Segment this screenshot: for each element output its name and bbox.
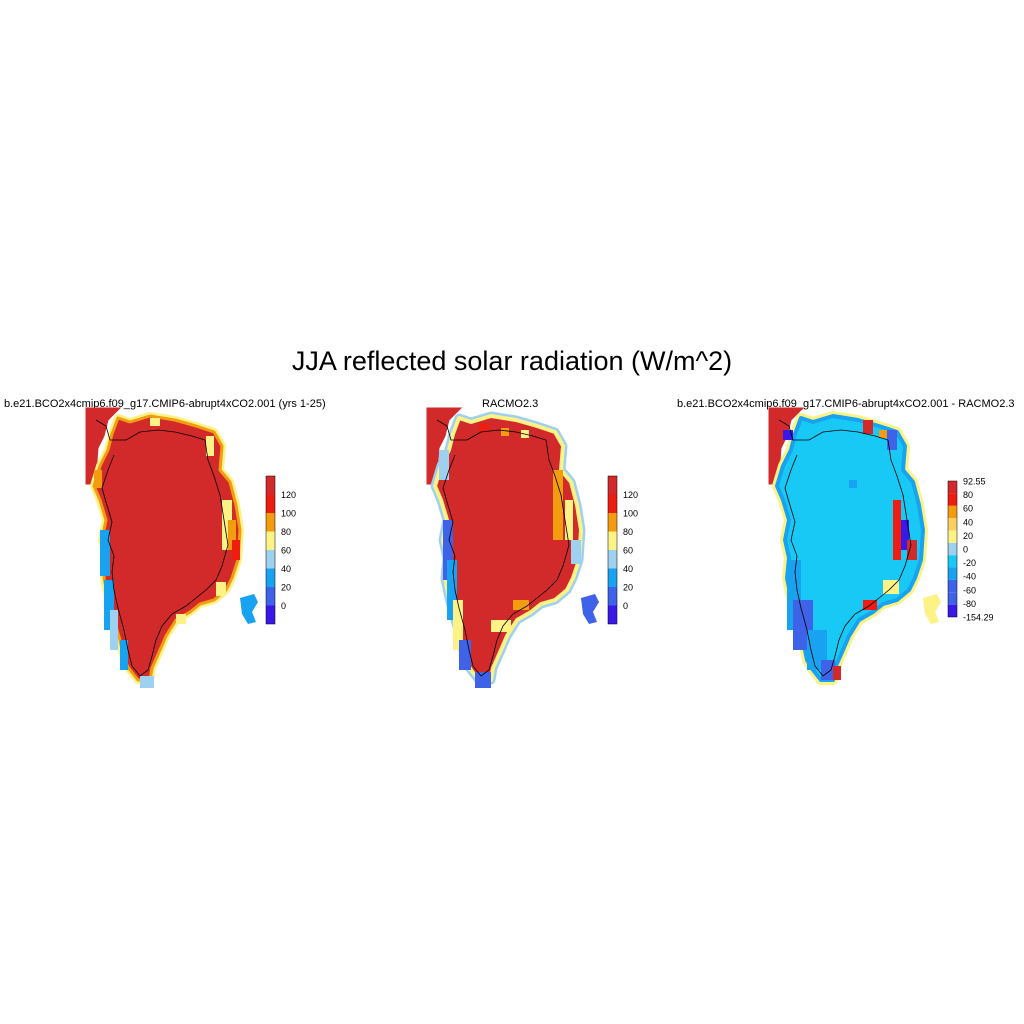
colorbar-tick-label: 100 (281, 509, 296, 519)
colorbar-swatch (948, 505, 957, 519)
colorbar-tick-label: 120 (281, 490, 296, 500)
colorbar-tick-label: -20 (963, 558, 976, 568)
colorbar-swatch (266, 531, 275, 550)
colorbar-swatch (266, 494, 275, 513)
colorbar-tick-label: 20 (623, 583, 633, 593)
colorbar-swatch (266, 476, 275, 495)
colorbar-swatch (608, 587, 617, 606)
colorbar-tick-label: -40 (963, 572, 976, 582)
panel-3-colorbar: 92.55 80 60 40 20 0 -20 -40 -60 -80 -154.29 (947, 477, 994, 623)
colorbar-swatch (948, 481, 957, 494)
colorbar-swatch (948, 604, 957, 617)
colorbar-tick-label: 80 (281, 527, 291, 537)
colorbar-swatch (266, 550, 275, 569)
colorbar-swatch (266, 513, 275, 532)
colorbar-frame (607, 475, 618, 625)
colorbar-swatch (948, 579, 957, 593)
panel-2-map (426, 407, 599, 688)
colorbar-tick-label: 0 (963, 545, 968, 555)
colorbar-swatch (948, 592, 957, 605)
colorbar-tick-label: -154.29 (963, 613, 994, 623)
colorbar-frame (947, 480, 958, 618)
colorbar-swatch (948, 567, 957, 580)
figure-title: JJA reflected solar radiation (W/m^2) (291, 346, 733, 376)
colorbar-swatch (948, 518, 957, 531)
colorbar-tick-label: -60 (963, 585, 976, 595)
colorbar-tick-label: 60 (281, 546, 291, 556)
colorbar-swatch (948, 555, 957, 568)
colorbar-tick-label: 40 (281, 564, 291, 574)
colorbar-swatch (608, 550, 617, 569)
colorbar-frame (265, 475, 276, 625)
colorbar-swatch (266, 568, 275, 587)
colorbar-tick-label: 100 (623, 509, 638, 519)
colorbar-tick-label: 40 (623, 564, 633, 574)
colorbar-swatch (948, 493, 957, 506)
panel-2-title: RACMO2.3 (482, 398, 539, 410)
colorbar-tick-label: 120 (623, 490, 638, 500)
colorbar-swatch (608, 531, 617, 550)
colorbar-swatch (948, 530, 957, 543)
colorbar-tick-label: 0 (281, 601, 286, 611)
colorbar-tick-label: 40 (963, 517, 973, 527)
colorbar-swatch (608, 476, 617, 495)
colorbar-swatch (266, 605, 275, 624)
colorbar-tick-label: 80 (623, 527, 633, 537)
colorbar-tick-label: 60 (963, 504, 973, 514)
colorbar-tick-label: 92.55 (963, 477, 986, 487)
colorbar-tick-label: -80 (963, 599, 976, 609)
colorbar-swatch (608, 568, 617, 587)
colorbar-tick-label: 60 (623, 546, 633, 556)
panel-1-colorbar: 0 20 40 60 80 100 120 (265, 475, 296, 625)
colorbar-tick-label: 80 (963, 490, 973, 500)
colorbar-tick-label: 20 (963, 531, 973, 541)
colorbar-tick-label: 0 (623, 601, 628, 611)
colorbar-swatch (608, 494, 617, 513)
panel-3-title: b.e21.BCO2x4cmip6.f09_g17.CMIP6-abrupt4x… (677, 398, 1015, 410)
panel-1-map (85, 407, 258, 688)
panel-1-title: b.e21.BCO2x4cmip6.f09_g17.CMIP6-abrupt4x… (4, 398, 326, 410)
colorbar-swatch (608, 513, 617, 532)
colorbar-swatch (948, 542, 957, 556)
colorbar-tick-label: 20 (281, 583, 291, 593)
colorbar-swatch (266, 587, 275, 606)
panel-2-colorbar: 0 20 40 60 80 100 120 (607, 475, 638, 625)
colorbar-swatch (608, 605, 617, 624)
panel-3-map (768, 407, 941, 680)
